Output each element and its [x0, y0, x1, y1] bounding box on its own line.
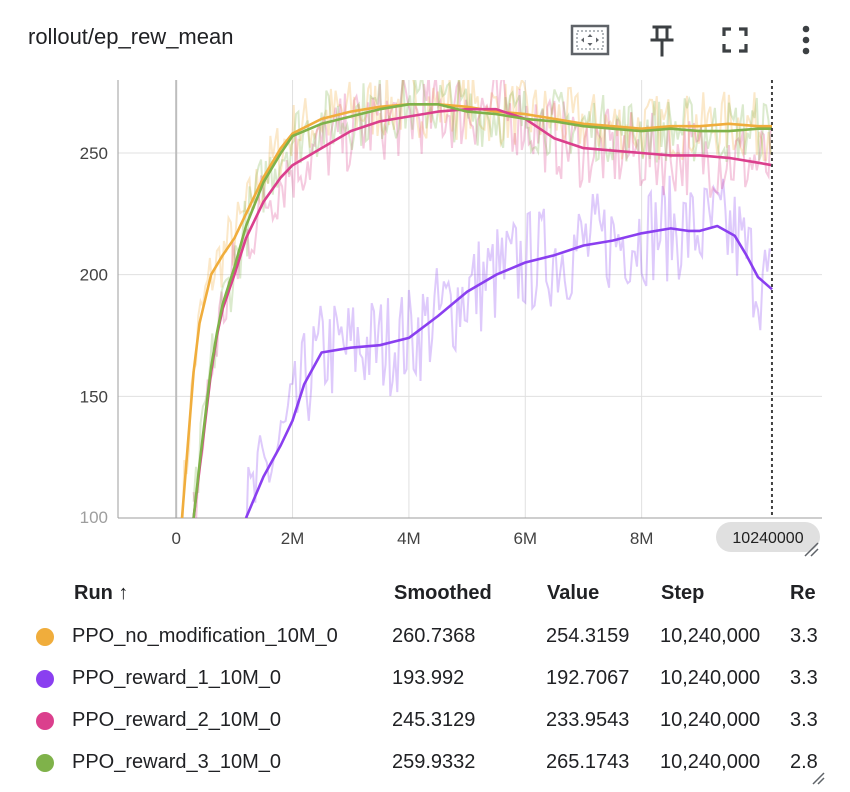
table-resize-handle-icon[interactable] [810, 770, 826, 786]
x-tick-label: 4M [397, 529, 421, 548]
hover-step-badge [716, 522, 820, 552]
pin-button[interactable] [642, 20, 682, 60]
x-tick-label: 0 [171, 529, 180, 548]
series-line [244, 224, 773, 518]
raw-value: 233.9543 [546, 709, 630, 731]
smoothed-value: 260.7368 [392, 625, 476, 647]
series-color-dot [36, 712, 54, 730]
pin-icon [650, 25, 674, 57]
x-tick-label: 6M [513, 529, 537, 548]
raw-series-line [192, 80, 772, 518]
more-vert-icon [802, 25, 810, 55]
x-tick-label: 8M [630, 529, 654, 548]
more-options-button[interactable] [786, 20, 826, 60]
relative-value: 3.3 [790, 625, 818, 647]
series-color-dot [36, 628, 54, 646]
run-name: PPO_reward_3_10M_0 [72, 751, 282, 773]
series-line [192, 103, 772, 518]
step-value: 10,240,000 [660, 709, 761, 731]
series-color-dot [36, 754, 54, 772]
column-header-step[interactable]: Step [661, 582, 705, 604]
column-header-relative[interactable]: Re [790, 582, 816, 604]
run-name: PPO_reward_2_10M_0 [72, 709, 282, 731]
y-tick-label: 100 [80, 508, 108, 527]
x-tick-label: 2M [281, 529, 305, 548]
step-value: 10,240,000 [660, 751, 761, 773]
run-name: PPO_reward_1_10M_0 [72, 667, 282, 689]
chart-title: rollout/ep_rew_mean [28, 24, 234, 49]
column-header-smoothed[interactable]: Smoothed [394, 582, 492, 604]
raw-value: 254.3159 [546, 625, 630, 647]
column-header-value[interactable]: Value [547, 582, 600, 604]
y-tick-label: 150 [80, 387, 108, 406]
relative-value: 2.8 [790, 751, 818, 773]
smoothed-value: 259.9332 [392, 751, 476, 773]
raw-series-line [245, 175, 773, 518]
y-tick-label: 250 [80, 144, 108, 163]
smoothed-value: 245.3129 [392, 709, 476, 731]
fullscreen-button[interactable] [715, 20, 755, 60]
run-name: PPO_no_modification_10M_0 [72, 625, 338, 647]
smoothed-value: 193.992 [392, 667, 465, 689]
series-line [180, 103, 772, 518]
step-value: 10,240,000 [660, 667, 761, 689]
relative-value: 3.3 [790, 709, 818, 731]
table-row[interactable]: PPO_no_modification_10M_0 260.7368 254.3… [0, 615, 850, 657]
raw-value: 192.7067 [546, 667, 630, 689]
series-color-dot [36, 670, 54, 688]
chart-resize-handle-icon [804, 542, 819, 557]
table-row[interactable]: PPO_reward_3_10M_0 259.9332 265.1743 10,… [0, 741, 850, 783]
table-row[interactable]: PPO_reward_1_10M_0 193.992 192.7067 10,2… [0, 657, 850, 699]
fit-domain-icon [570, 24, 610, 56]
fullscreen-icon [722, 27, 748, 53]
step-value: 10,240,000 [660, 625, 761, 647]
fit-domain-button[interactable] [570, 20, 610, 60]
raw-value: 265.1743 [546, 751, 630, 773]
column-header-run[interactable]: Run ↑ [74, 582, 129, 604]
relative-value: 3.3 [790, 667, 818, 689]
table-row[interactable]: PPO_reward_2_10M_0 245.3129 233.9543 10,… [0, 699, 850, 741]
hover-step-label: 10240000 [732, 530, 803, 547]
plot-area [180, 80, 773, 518]
line-chart[interactable]: 150 200 250 100 0 2M 4M 6M 8M 10240000 [0, 0, 850, 570]
y-tick-label: 200 [80, 266, 108, 285]
